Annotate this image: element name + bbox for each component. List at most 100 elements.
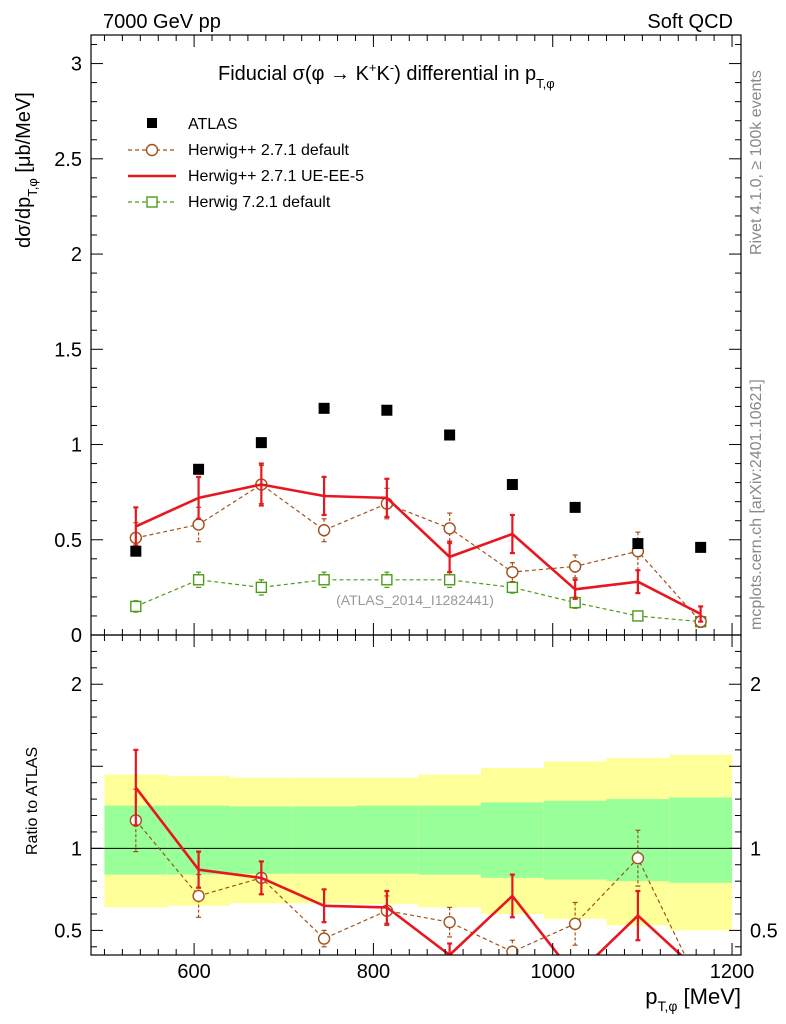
main-herwig7-default-line — [135, 579, 701, 623]
x-axis-label: pT,φ [MeV] — [645, 984, 741, 1014]
analysis-watermark: (ATLAS_2014_I1282441) — [336, 592, 494, 608]
main-atlas-point — [569, 501, 581, 513]
chart-title-sub: T,φ — [536, 76, 555, 91]
x-tick-label: 1000 — [530, 961, 575, 983]
ratio-series-layer — [129, 748, 686, 955]
chart-title-prefix: Fiducial — [218, 63, 292, 85]
main-atlas-point — [444, 429, 456, 441]
ratio-y-tick-label-right: 2 — [750, 674, 761, 696]
rivet-version-label: Rivet 4.1.0, ≥ 100k events — [748, 70, 765, 255]
chart-title-k1-sup: + — [369, 60, 377, 75]
x-tick-labels: 600 800 1000 1200 — [177, 961, 754, 983]
x-tick-label: 800 — [357, 961, 390, 983]
main-herwig7-default-point — [443, 574, 456, 586]
ratio-y-tick-label-left: 2 — [71, 674, 82, 696]
main-herwig7-default-point — [506, 581, 519, 594]
legend-herwig7-default-label: Herwig 7.2.1 default — [188, 194, 331, 211]
chart-title-suffix: ) differential in p — [394, 63, 536, 85]
main-herwigpp-default-point — [192, 518, 205, 531]
main-herwigpp-default-point — [506, 565, 519, 579]
ratio-herwigpp-default-point — [317, 932, 331, 945]
main-y-axis-label-unit: [μb/MeV] — [13, 92, 35, 178]
main-y-tick-label: 0 — [71, 625, 82, 647]
legend: ATLAS Herwig++ 2.7.1 default Herwig++ 2.… — [128, 116, 364, 211]
legend-herwigpp-default-label: Herwig++ 2.7.1 default — [188, 142, 350, 159]
main-herwig7-default-point — [632, 610, 644, 622]
legend-atlas-marker — [147, 118, 157, 128]
legend-entry-herwigpp-default: Herwig++ 2.7.1 default — [128, 142, 350, 159]
legend-herwig7-default-marker — [146, 196, 158, 208]
main-y-axis-label-sub: T,φ — [25, 178, 40, 197]
ratio-stat-band-bin — [418, 805, 481, 875]
x-tick-label: 600 — [177, 961, 210, 983]
main-atlas-point — [318, 402, 330, 414]
main-atlas-point — [632, 538, 644, 550]
legend-herwigpp-ueee5-label: Herwig++ 2.7.1 UE-EE-5 — [188, 168, 364, 185]
main-y-axis-label-main: dσ/dp — [13, 197, 35, 248]
main-herwig7-default-point — [255, 581, 268, 594]
main-herwigpp-default-point — [568, 560, 582, 573]
ratio-plot-frame — [90, 634, 742, 956]
ratio-stat-band-bin — [355, 805, 419, 874]
chart-title-k2-sup: - — [390, 60, 394, 75]
main-y-tick-label: 1 — [71, 435, 82, 457]
ratio-y-tick-label-left: 0.5 — [54, 920, 82, 942]
main-herwigpp-ueee5-line — [135, 483, 702, 616]
main-y-tick-labels: 0 0.5 1 1.5 2 2.5 3 — [54, 54, 82, 647]
main-atlas-point — [381, 404, 393, 416]
main-herwigpp-default-line — [135, 483, 702, 623]
header-category-label: Soft QCD — [647, 11, 733, 33]
main-atlas-point — [506, 479, 518, 491]
chart-title-k: K — [377, 63, 391, 85]
legend-herwigpp-default-marker — [145, 143, 159, 157]
main-herwig7-default-point — [192, 574, 205, 586]
main-y-tick-label: 2 — [71, 244, 82, 266]
main-y-tick-label: 1.5 — [54, 339, 82, 361]
ratio-stat-band-bin — [292, 806, 356, 874]
x-tick-label: 1200 — [710, 961, 755, 983]
ratio-herwigpp-default-point — [631, 851, 645, 865]
ratio-y-axis-label: Ratio to ATLAS — [24, 747, 41, 855]
mcplots-label: mcplots.cern.ch [arXiv:2401.10621] — [748, 379, 765, 630]
legend-atlas-label: ATLAS — [188, 116, 238, 133]
ratio-stat-band-bin — [481, 802, 544, 878]
main-y-axis-label: dσ/dpT,φ [μb/MeV] — [13, 92, 40, 248]
ratio-herwigpp-default-line — [135, 820, 686, 955]
axis-ticks — [91, 35, 741, 955]
main-atlas-point — [193, 463, 205, 475]
main-herwig7-default-point — [318, 574, 330, 586]
ratio-y-tick-label-right: 1 — [750, 838, 761, 860]
chart-title-sigma: σ(φ → K — [292, 63, 369, 85]
main-atlas-point — [130, 545, 142, 557]
ratio-stat-band-bin — [669, 797, 733, 883]
main-herwig7-default-point — [381, 574, 393, 586]
main-series-layer — [129, 402, 707, 628]
legend-entry-herwigpp-ueee5: Herwig++ 2.7.1 UE-EE-5 — [128, 168, 364, 185]
ratio-herwigpp-default-point — [568, 917, 582, 931]
legend-entry-atlas: ATLAS — [147, 116, 238, 133]
main-herwigpp-default-point — [317, 524, 331, 537]
ratio-y-tick-labels: 0.5 0.5 1 1 2 2 — [54, 674, 778, 942]
x-axis-label-unit: [MeV] — [677, 984, 741, 1009]
main-herwig7-default-point — [130, 600, 142, 613]
main-atlas-point — [255, 437, 267, 449]
ratio-stat-band-bin — [543, 800, 607, 880]
main-y-tick-label: 0.5 — [54, 530, 82, 552]
legend-entry-herwig7-default: Herwig 7.2.1 default — [128, 194, 331, 211]
ratio-stat-band-bin — [606, 799, 670, 882]
main-y-tick-label: 3 — [71, 54, 82, 76]
main-atlas-point — [695, 541, 707, 553]
header-energy-label: 7000 GeV pp — [103, 11, 221, 33]
x-axis-label-sub: T,φ — [657, 998, 677, 1014]
ratio-herwigpp-default-point — [443, 915, 456, 929]
ratio-herwigpp-default-point — [506, 945, 519, 955]
ratio-herwigpp-default-point — [192, 889, 205, 903]
main-y-tick-label: 2.5 — [54, 149, 82, 171]
ratio-y-tick-label-left: 1 — [71, 838, 82, 860]
ratio-herwigpp-ueee5-line — [134, 786, 683, 955]
ratio-y-tick-label-right: 0.5 — [750, 920, 778, 942]
chart-title: Fiducial σ(φ → K+K-) differential in pT,… — [218, 60, 555, 91]
x-axis-label-main: p — [645, 984, 657, 1009]
main-herwigpp-default-point — [443, 522, 456, 535]
